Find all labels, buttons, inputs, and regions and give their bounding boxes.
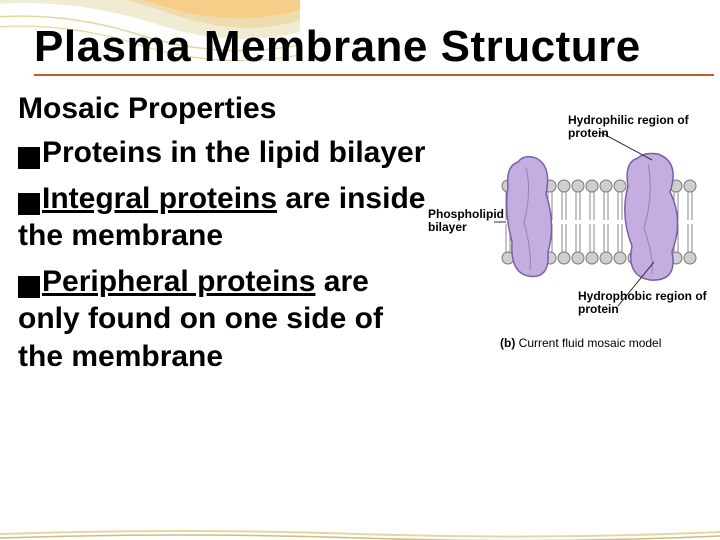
- label-hydrophilic: Hydrophilic region of protein: [568, 114, 712, 140]
- bullet-1-lead: Proteins in the lipid bilayer: [42, 136, 425, 169]
- content-block: Mosaic Properties Proteins in the lipid …: [18, 92, 434, 383]
- subtitle-text: Mosaic Properties: [18, 92, 276, 125]
- label-hydrophobic: Hydrophobic region of protein: [578, 290, 712, 316]
- caption-prefix: (b): [500, 336, 515, 350]
- label-hydrophilic-text: Hydrophilic region of protein: [568, 113, 689, 140]
- label-phospholipid: Phospholipid bilayer: [428, 208, 500, 234]
- page-title: Plasma Membrane Structure: [34, 22, 714, 76]
- bullet-3-lead: Peripheral proteins: [42, 265, 315, 298]
- bullet-3: Peripheral proteins are only found on on…: [18, 263, 434, 376]
- protein-left: [507, 157, 552, 277]
- bullet-marker: [18, 147, 40, 169]
- bullet-marker: [18, 276, 40, 298]
- figure-caption: (b) Current fluid mosaic model: [500, 336, 661, 350]
- title-text: Plasma Membrane Structure: [34, 22, 641, 71]
- protein-right: [625, 154, 678, 281]
- bullet-2-lead: Integral proteins: [42, 182, 277, 215]
- subtitle: Mosaic Properties: [18, 92, 434, 126]
- bottom-accent: [0, 526, 720, 540]
- membrane-svg: [440, 112, 712, 364]
- label-phospholipid-text: Phospholipid bilayer: [428, 207, 504, 234]
- caption-text: Current fluid mosaic model: [519, 336, 662, 350]
- bullet-marker: [18, 193, 40, 215]
- bullet-1: Proteins in the lipid bilayer: [18, 134, 434, 172]
- bullet-2: Integral proteins are inside the membran…: [18, 180, 434, 255]
- membrane-figure: Hydrophilic region of protein Phospholip…: [440, 112, 712, 364]
- label-hydrophobic-text: Hydrophobic region of protein: [578, 289, 707, 316]
